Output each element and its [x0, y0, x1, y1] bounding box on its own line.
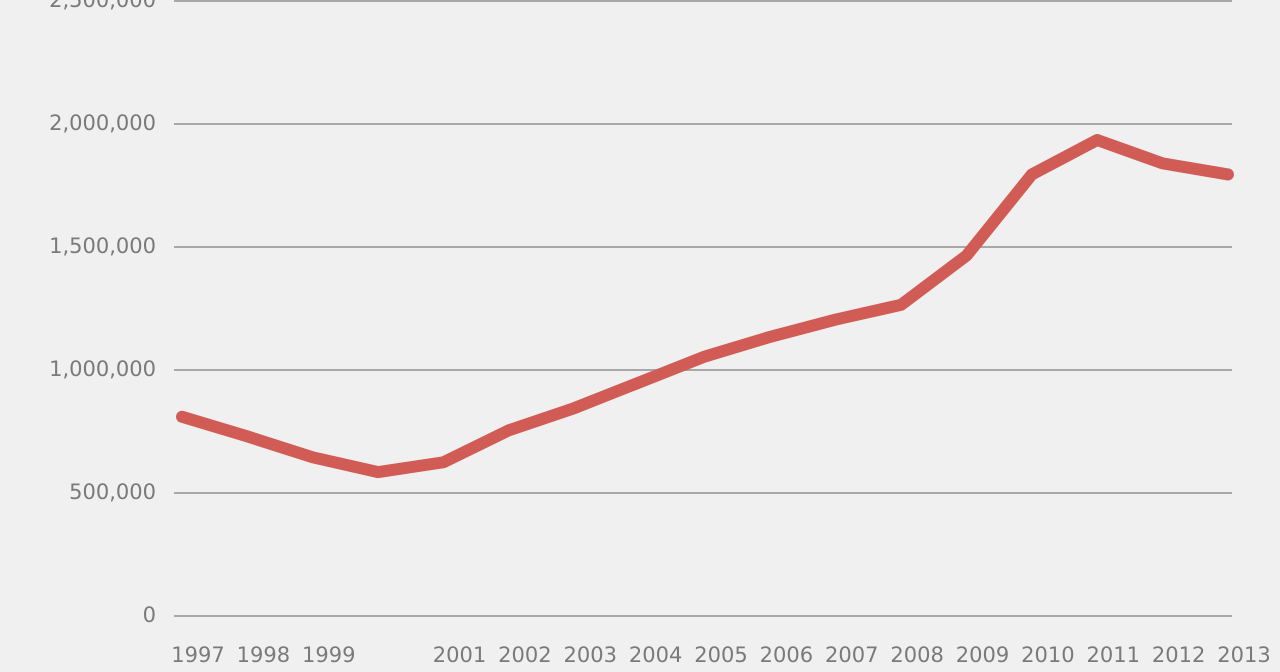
x-tick-label: 2001 — [433, 643, 486, 667]
x-tick-label: 1997 — [171, 643, 224, 667]
y-tick-label: 500,000 — [69, 480, 156, 504]
x-tick-label: 2010 — [1021, 643, 1074, 667]
y-tick-label: 1,000,000 — [49, 357, 156, 381]
x-tick-label: 2005 — [694, 643, 747, 667]
x-tick-label: 2011 — [1087, 643, 1140, 667]
y-tick-label: 1,500,000 — [49, 234, 156, 258]
x-tick-label: 2012 — [1152, 643, 1205, 667]
x-tick-label: 2013 — [1217, 643, 1270, 667]
y-tick-label: 2,000,000 — [49, 111, 156, 135]
x-tick-label: 1999 — [302, 643, 355, 667]
x-tick-label: 2008 — [890, 643, 943, 667]
x-tick-label: 2006 — [760, 643, 813, 667]
x-tick-label: 2002 — [498, 643, 551, 667]
y-tick-label: 0 — [143, 603, 156, 627]
line — [176, 133, 1234, 479]
x-tick-label: 2009 — [956, 643, 1009, 667]
x-tick-label: 2003 — [564, 643, 617, 667]
y-tick-label: 2,500,000 — [49, 0, 156, 12]
x-tick-label: 1998 — [237, 643, 290, 667]
x-tick-label: 2004 — [629, 643, 682, 667]
x-tick-label: 2007 — [825, 643, 878, 667]
